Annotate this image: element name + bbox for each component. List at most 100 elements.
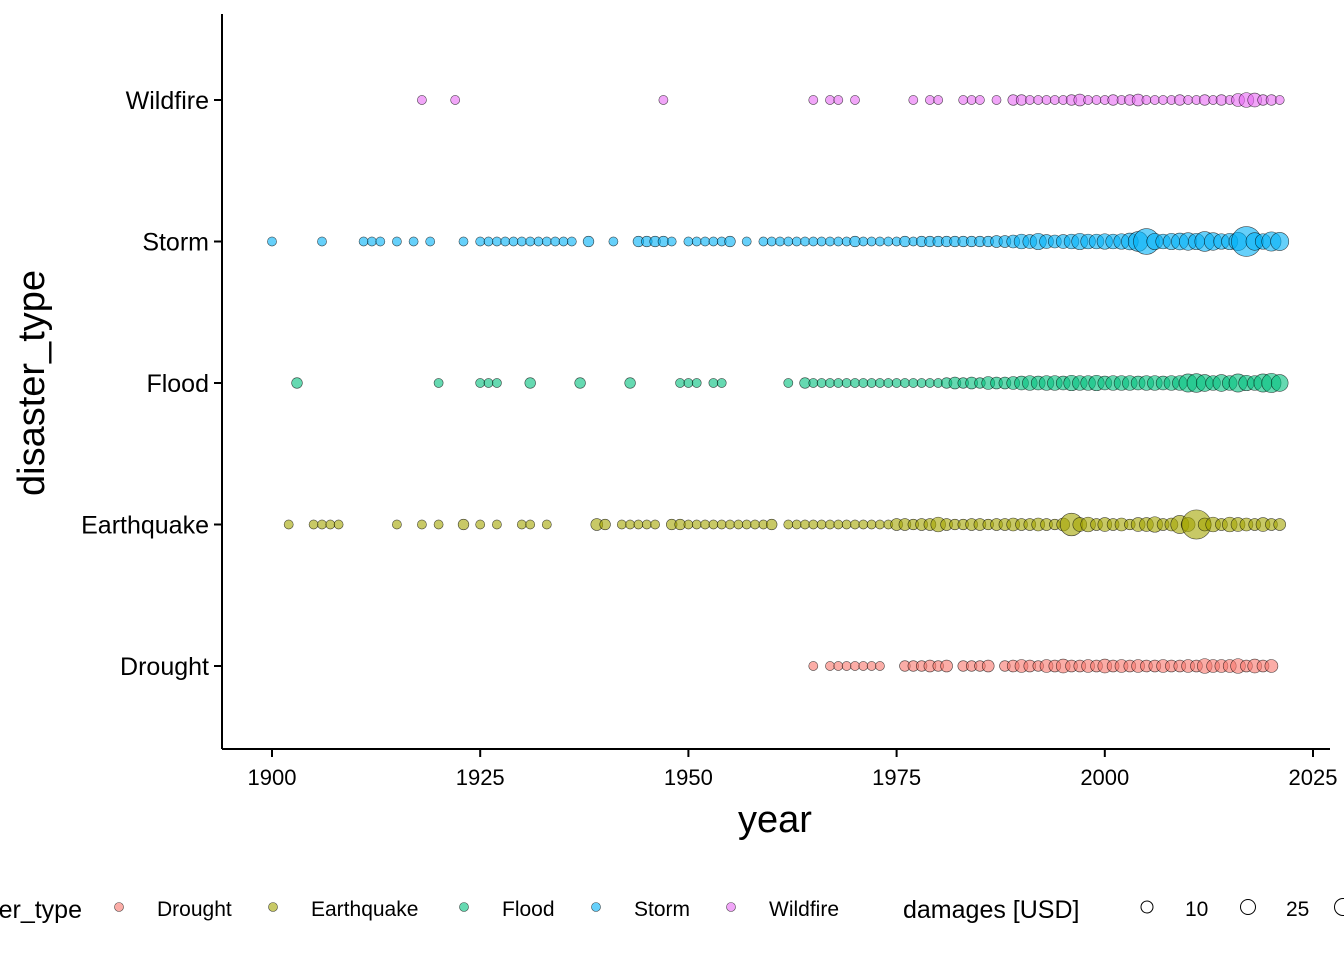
data-point-wildfire <box>958 95 969 105</box>
data-point-storm <box>800 236 810 247</box>
data-point-flood <box>675 378 685 388</box>
data-point-earthquake <box>616 519 627 530</box>
data-point-storm <box>775 236 785 247</box>
data-point-earthquake <box>875 519 885 530</box>
data-point-flood <box>866 378 877 388</box>
legend-key-drought <box>114 902 124 912</box>
data-point-wildfire <box>658 95 669 105</box>
legend-label-earthquake: Earthquake <box>311 898 418 921</box>
data-point-wildfire <box>1091 95 1102 105</box>
y-tick-label: Earthquake <box>81 512 209 540</box>
x-tick-label: 1900 <box>248 765 297 790</box>
data-point-earthquake <box>833 519 844 530</box>
legend-key-earthquake <box>268 902 278 912</box>
data-point-earthquake <box>683 519 694 530</box>
data-point-storm <box>724 235 736 248</box>
x-tick-label: 1975 <box>872 765 921 790</box>
data-point-flood <box>850 378 860 388</box>
data-point-storm <box>483 236 494 247</box>
data-point-storm <box>392 236 402 247</box>
data-point-earthquake <box>325 519 336 530</box>
data-point-earthquake <box>858 519 869 530</box>
data-point-earthquake <box>691 519 702 530</box>
data-point-earthquake <box>825 519 835 530</box>
y-axis-title: disaster_type <box>11 270 53 496</box>
data-point-storm <box>358 236 369 247</box>
data-point-flood <box>883 378 894 388</box>
data-point-storm <box>825 236 835 247</box>
legend-size-label: 25 <box>1286 898 1309 921</box>
data-point-earthquake <box>733 519 744 530</box>
data-point-storm <box>833 236 844 247</box>
data-point-flood <box>825 378 835 388</box>
data-point-earthquake <box>816 519 827 530</box>
data-point-wildfire <box>1158 95 1168 105</box>
data-point-storm <box>458 236 469 247</box>
legend-label-storm: Storm <box>634 898 690 921</box>
data-point-wildfire <box>1141 95 1152 105</box>
data-point-earthquake <box>766 518 778 531</box>
y-tick-label: Storm <box>142 229 209 257</box>
data-point-wildfire <box>850 95 860 105</box>
data-point-earthquake <box>641 519 652 530</box>
legend: disaster_type Drought Earthquake Flood Stor… <box>0 896 1344 924</box>
data-point-storm <box>425 236 436 247</box>
data-point-flood <box>291 377 303 389</box>
data-point-storm <box>525 236 536 247</box>
data-point-storm <box>317 236 327 247</box>
data-point-storm <box>766 236 777 247</box>
data-point-drought <box>981 659 995 673</box>
data-point-storm <box>858 236 869 247</box>
data-point-earthquake <box>850 519 860 530</box>
legend-size-key <box>1140 900 1154 914</box>
data-point-earthquake <box>392 519 402 530</box>
data-point-wildfire <box>825 95 835 105</box>
data-point-storm <box>875 236 885 247</box>
data-point-storm <box>550 236 561 247</box>
data-point-storm <box>691 236 702 247</box>
data-point-flood <box>900 378 910 388</box>
data-point-earthquake <box>708 519 719 530</box>
data-point-earthquake <box>599 518 611 531</box>
data-point-earthquake <box>750 519 760 530</box>
data-point-drought <box>875 661 885 671</box>
data-point-storm <box>808 236 819 247</box>
data-point-storm <box>508 236 519 247</box>
data-point-earthquake <box>317 519 327 530</box>
legend-key-flood <box>459 902 469 912</box>
data-point-earthquake <box>457 518 470 531</box>
data-point-drought <box>850 661 860 671</box>
data-point-earthquake <box>333 519 344 530</box>
data-point-flood <box>708 378 719 388</box>
data-point-flood <box>483 378 494 388</box>
data-point-wildfire <box>1183 95 1193 105</box>
legend-color-items: Drought Earthquake Flood Storm Wildfire <box>114 898 839 921</box>
data-point-storm <box>267 236 277 247</box>
data-point-storm <box>683 236 694 247</box>
data-point-flood <box>808 378 819 388</box>
legend-size-title: damages [USD] <box>903 896 1079 924</box>
data-point-flood <box>816 378 827 388</box>
data-point-wildfire <box>991 95 1002 105</box>
data-point-flood <box>833 378 844 388</box>
data-point-wildfire <box>833 95 844 105</box>
data-point-wildfire <box>1033 95 1044 105</box>
data-point-earthquake <box>417 519 427 530</box>
data-point-storm <box>566 236 577 247</box>
data-point-wildfire <box>808 95 819 105</box>
data-point-drought <box>940 659 953 673</box>
x-axis-title: year <box>738 799 812 841</box>
data-point-storm <box>500 236 511 247</box>
y-tick-label: Flood <box>146 370 209 398</box>
data-point-storm <box>866 236 877 247</box>
data-point-storm <box>666 236 677 247</box>
data-point-storm <box>783 236 794 247</box>
data-point-drought <box>841 661 852 671</box>
data-point-wildfire <box>1049 95 1060 105</box>
data-point-flood <box>574 377 586 389</box>
data-point-storm <box>791 236 802 247</box>
x-tick-label: 1925 <box>456 765 505 790</box>
data-point-storm <box>475 236 486 247</box>
data-point-flood <box>492 378 502 388</box>
